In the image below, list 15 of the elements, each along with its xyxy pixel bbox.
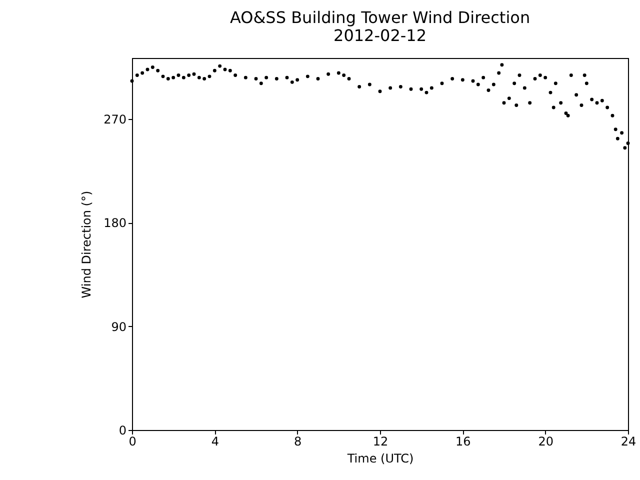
y-tick-label: 90 (111, 320, 126, 334)
x-tick-label: 20 (538, 434, 554, 448)
y-axis-title: Wind Direction (°) (80, 190, 94, 298)
x-tick-label: 24 (620, 434, 636, 448)
x-tick-label: 8 (294, 434, 302, 448)
y-tick-label: 270 (104, 112, 126, 127)
y-tick-label: 180 (104, 216, 126, 230)
x-tick-label: 12 (372, 434, 388, 448)
x-axis-title: Time (UTC) (346, 452, 414, 466)
x-tick-label: 16 (456, 434, 471, 448)
chart-subtitle: 2012-02-12 (334, 26, 426, 45)
x-tick-label: 4 (211, 434, 219, 448)
x-tick-label: 0 (128, 434, 136, 448)
chart-title: AO&SS Building Tower Wind Direction (230, 8, 530, 27)
y-tick-label: 0 (118, 424, 126, 438)
